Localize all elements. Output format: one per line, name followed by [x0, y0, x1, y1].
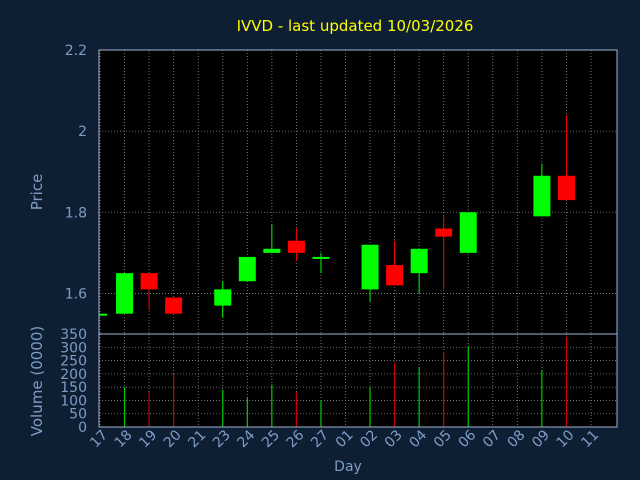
candle-body	[557, 175, 575, 201]
x-axis-label: Day	[334, 459, 362, 475]
volume-y-tick-label: 300	[60, 340, 87, 356]
candle-body	[214, 289, 232, 306]
candle	[557, 114, 575, 201]
candle-body	[435, 228, 453, 237]
candle-body	[312, 256, 330, 259]
candle	[116, 273, 134, 314]
volume-y-tick-label: 0	[78, 420, 87, 436]
candle	[99, 313, 107, 316]
candle	[386, 240, 404, 286]
price-panel: 1.6 1.8 2 2.2	[65, 43, 618, 335]
candle	[287, 228, 305, 261]
candle-body	[533, 175, 551, 217]
candle	[214, 281, 232, 318]
price-axis-label: Price	[28, 174, 46, 211]
volume-y-tick-label: 150	[60, 380, 87, 396]
volume-y-tick-label: 50	[69, 407, 87, 423]
price-y-tick-labels: 1.6 1.8 2 2.2	[65, 43, 87, 302]
price-y-tick-label: 2.2	[65, 43, 87, 59]
chart-title: IVVD - last updated 10/03/2026	[237, 17, 474, 35]
volume-axis-label: Volume (0000)	[28, 326, 46, 436]
candle	[533, 163, 551, 217]
candle-body	[459, 212, 477, 253]
volume-y-tick-label: 350	[60, 327, 87, 343]
candle-body	[140, 273, 158, 290]
candle	[459, 212, 477, 253]
candle-body	[116, 273, 134, 314]
candle-body	[238, 256, 256, 282]
candle-body	[386, 265, 404, 286]
volume-plot-frame	[98, 333, 618, 428]
candle-body	[165, 297, 183, 314]
volume-y-tick-label: 100	[60, 393, 87, 409]
candle	[238, 256, 256, 282]
price-y-tick-label: 2	[78, 124, 87, 140]
candle	[361, 244, 379, 302]
price-plot-area	[99, 50, 617, 334]
candle	[263, 224, 281, 253]
candle	[410, 248, 428, 294]
candle-body	[361, 244, 379, 290]
volume-plot-area	[99, 334, 617, 427]
candle	[312, 252, 330, 274]
volume-y-tick-label: 200	[60, 367, 87, 383]
volume-bars	[123, 336, 568, 427]
candle-body	[410, 248, 428, 274]
price-y-tick-label: 1.6	[65, 286, 87, 302]
price-y-tick-label: 1.8	[65, 205, 87, 221]
candle-body	[287, 240, 305, 253]
candle	[435, 216, 453, 290]
candle-body	[99, 313, 107, 316]
candle	[165, 297, 183, 314]
candle-body	[263, 248, 281, 253]
price-candles	[99, 114, 575, 318]
volume-y-tick-label: 250	[60, 354, 87, 370]
candle	[140, 273, 158, 310]
